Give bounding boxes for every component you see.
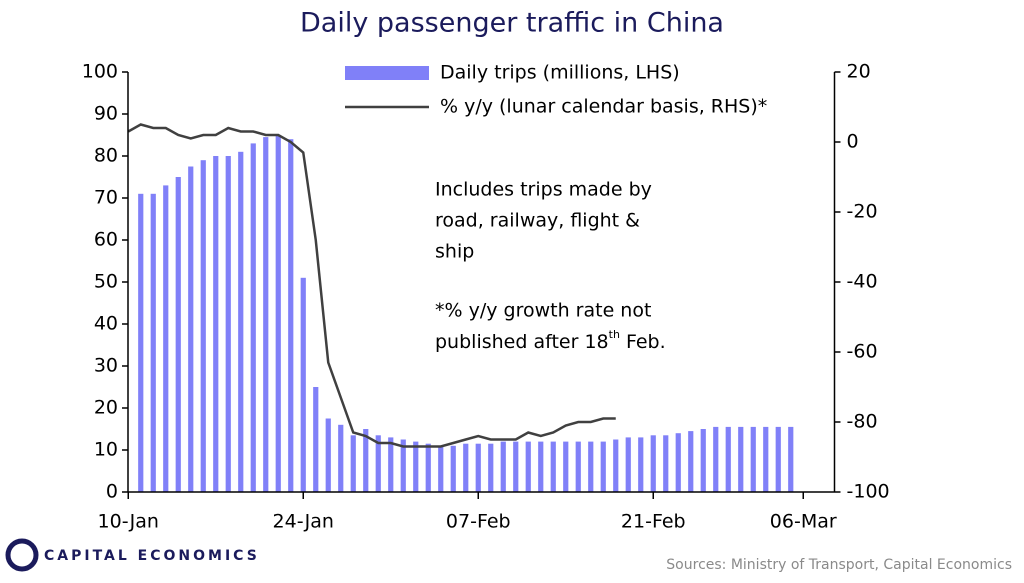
bar bbox=[200, 160, 206, 492]
bar bbox=[288, 139, 294, 492]
bar bbox=[788, 426, 794, 492]
x-tick-label: 21-Feb bbox=[621, 511, 686, 533]
y2-tick-label: 0 bbox=[847, 131, 859, 153]
bar bbox=[163, 185, 169, 492]
line bbox=[127, 123, 616, 448]
y-tick-label: 100 bbox=[82, 61, 118, 83]
y2-tick-label: -100 bbox=[847, 481, 890, 503]
y-tick-label: 20 bbox=[94, 397, 118, 419]
bar bbox=[650, 435, 656, 492]
bar bbox=[700, 429, 706, 492]
bar bbox=[150, 193, 156, 493]
bar bbox=[425, 443, 431, 492]
y-tick-label: 30 bbox=[94, 355, 118, 377]
bar bbox=[550, 441, 556, 492]
y-tick-label: 70 bbox=[94, 187, 118, 209]
x-tick-label: 24-Jan bbox=[273, 511, 334, 533]
y-tick-label: 0 bbox=[106, 481, 118, 503]
annotation: published after 18th Feb. bbox=[435, 328, 666, 353]
x-tick-label: 06-Mar bbox=[770, 511, 837, 533]
bar bbox=[725, 426, 731, 492]
chart-title: Daily passenger traffic in China bbox=[300, 8, 724, 39]
bar bbox=[475, 443, 481, 492]
bar bbox=[525, 441, 531, 492]
annotation: ship bbox=[435, 241, 474, 263]
bar bbox=[250, 143, 256, 492]
bar bbox=[213, 156, 219, 492]
bar bbox=[275, 135, 281, 492]
bar bbox=[238, 151, 244, 493]
logo-text: CAPITAL ECONOMICS bbox=[44, 548, 260, 564]
y2-tick-label: 20 bbox=[847, 61, 871, 83]
bar bbox=[613, 439, 619, 492]
annotation: *% y/y growth rate not bbox=[435, 300, 651, 322]
y-tick-label: 90 bbox=[94, 103, 118, 125]
bar bbox=[625, 437, 631, 492]
bar bbox=[138, 193, 144, 493]
bar bbox=[463, 443, 469, 492]
bar bbox=[538, 441, 544, 492]
y-tick-label: 10 bbox=[94, 439, 118, 461]
bar bbox=[325, 418, 331, 492]
annotation-sup: th bbox=[609, 328, 620, 341]
y-tick-label: 60 bbox=[94, 229, 118, 251]
bar bbox=[750, 426, 756, 492]
legend-swatch bbox=[345, 66, 429, 80]
bar bbox=[313, 387, 319, 492]
bar bbox=[775, 426, 781, 492]
annotation: Includes trips made by bbox=[435, 179, 652, 201]
bar bbox=[363, 429, 369, 492]
y2-tick-label: -20 bbox=[847, 201, 878, 223]
bar bbox=[450, 445, 456, 492]
annotation-part: published after 18 bbox=[435, 331, 609, 353]
bar bbox=[400, 439, 406, 492]
bar bbox=[588, 441, 594, 492]
source: Sources: Ministry of Transport, Capital … bbox=[666, 557, 1012, 573]
bar bbox=[188, 166, 194, 492]
bar bbox=[513, 441, 519, 492]
legend-label: % y/y (lunar calendar basis, RHS)* bbox=[440, 96, 767, 118]
bar bbox=[350, 435, 356, 492]
logo-mark bbox=[5, 538, 39, 572]
bar bbox=[300, 277, 306, 492]
y2-tick-label: -40 bbox=[847, 271, 878, 293]
y-tick-label: 50 bbox=[94, 271, 118, 293]
bar bbox=[388, 437, 394, 492]
bar bbox=[500, 441, 506, 492]
bar bbox=[688, 431, 694, 492]
y2-tick-label: -80 bbox=[847, 411, 878, 433]
bar bbox=[713, 426, 719, 492]
y-tick-label: 40 bbox=[94, 313, 118, 335]
bar bbox=[675, 433, 681, 492]
bar bbox=[413, 441, 419, 492]
bar bbox=[763, 426, 769, 492]
bar bbox=[375, 435, 381, 492]
logo: CAPITAL ECONOMICS bbox=[5, 538, 260, 572]
x-tick-label: 10-Jan bbox=[98, 511, 159, 533]
x-tick-label: 07-Feb bbox=[446, 511, 511, 533]
y2-tick-label: -60 bbox=[847, 341, 878, 363]
bar bbox=[663, 435, 669, 492]
annotation-part: Feb. bbox=[620, 331, 666, 353]
bar bbox=[575, 441, 581, 492]
y-tick-label: 80 bbox=[94, 145, 118, 167]
bar bbox=[225, 156, 231, 492]
bar bbox=[600, 441, 606, 492]
bar bbox=[563, 441, 569, 492]
bar bbox=[738, 426, 744, 492]
annotation: road, railway, flight & bbox=[435, 210, 640, 232]
bar bbox=[175, 177, 181, 492]
bar bbox=[638, 437, 644, 492]
bar bbox=[438, 445, 444, 492]
legend-label: Daily trips (millions, LHS) bbox=[440, 62, 680, 84]
bar bbox=[338, 424, 344, 492]
bar bbox=[488, 443, 494, 492]
bar bbox=[263, 137, 269, 492]
